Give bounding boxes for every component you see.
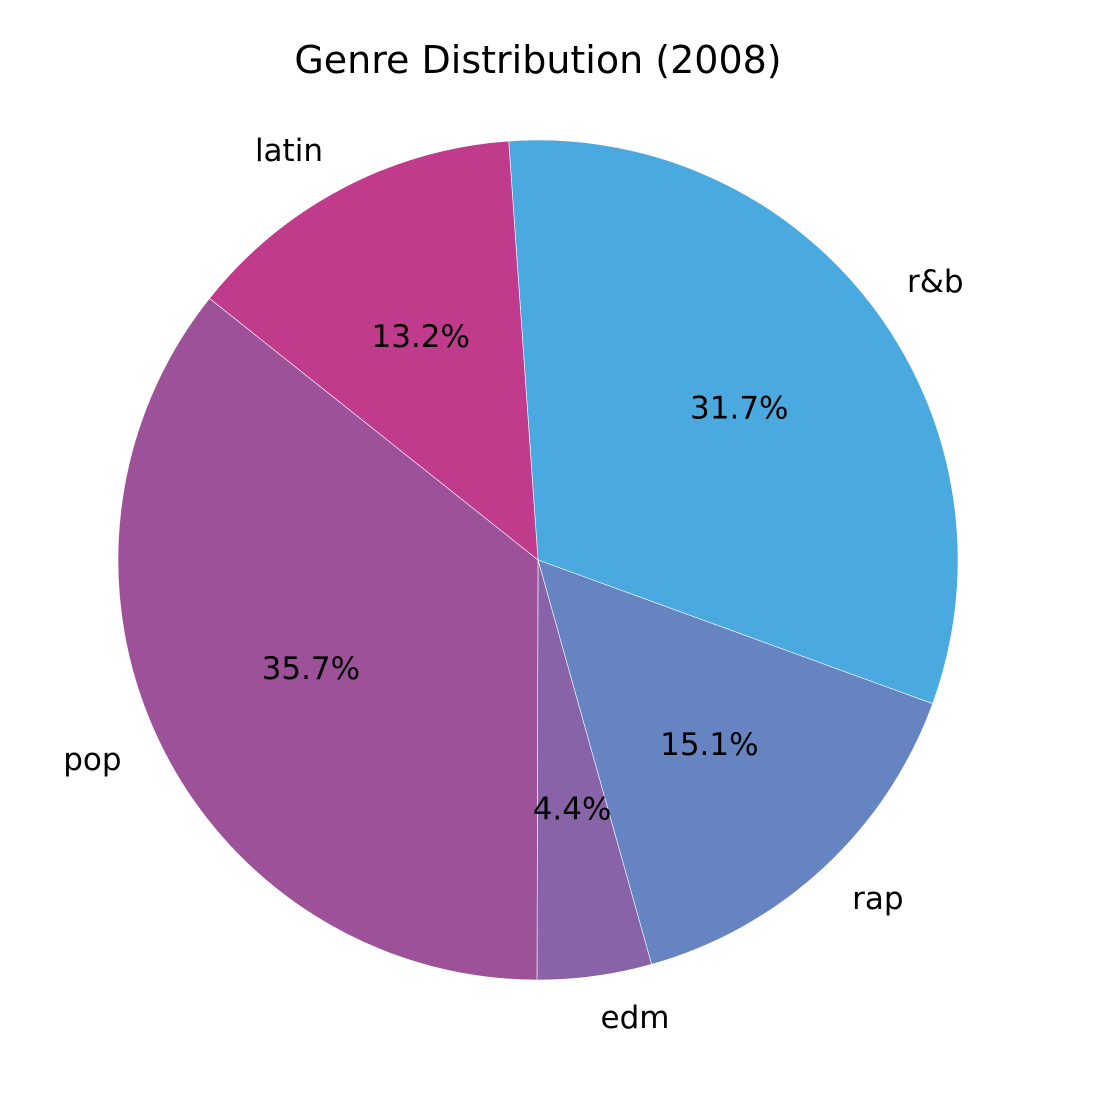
pie-category-label: pop xyxy=(63,742,121,778)
chart-title: Genre Distribution (2008) xyxy=(294,38,782,82)
pie-category-label: edm xyxy=(601,1000,670,1036)
pie-slice-rap xyxy=(537,559,934,965)
pie-category-label: r&b xyxy=(907,264,964,300)
pie-slices xyxy=(117,139,959,981)
pie-pct-label: 15.1% xyxy=(660,727,758,763)
pie-pct-label: 35.7% xyxy=(262,651,360,687)
pie-slice-pop xyxy=(117,297,539,981)
pie-slice-latin xyxy=(209,140,539,561)
pie-category-label: latin xyxy=(255,133,323,169)
pie-pct-label: 13.2% xyxy=(371,319,469,355)
pie-labels: 31.7% r&b 15.1% rap 4.4% edm 35.7% pop 13.2% lati… xyxy=(63,133,963,1036)
pie-pct-label: 4.4% xyxy=(533,792,612,828)
pie-pct-label: 31.7% xyxy=(690,390,788,426)
pie-category-label: rap xyxy=(852,881,903,917)
pie-slice-rb xyxy=(508,139,959,705)
